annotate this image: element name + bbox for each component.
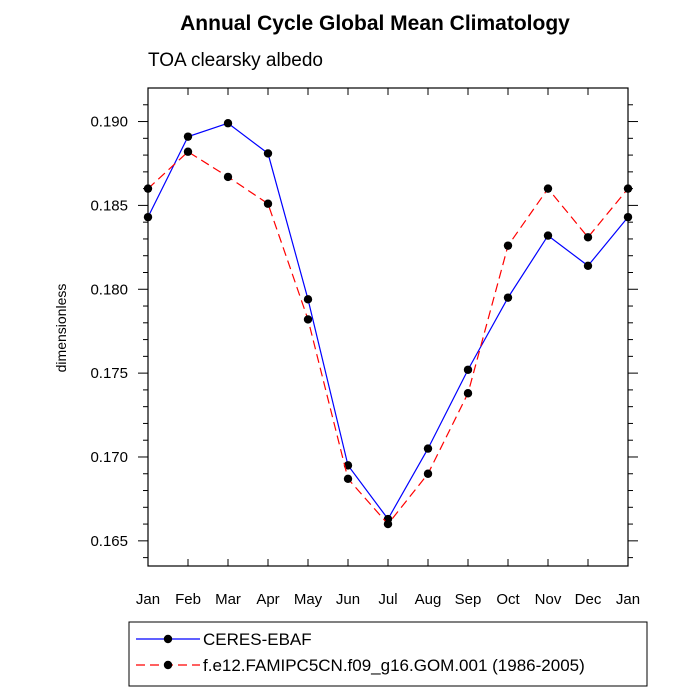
y-tick-label: 0.190 <box>90 114 128 131</box>
y-axis-label: dimensionless <box>53 284 69 373</box>
y-tick-label: 0.180 <box>90 281 128 298</box>
data-point <box>463 389 473 398</box>
chart-title: Annual Cycle Global Mean Climatology <box>180 12 570 35</box>
y-tick-label: 0.175 <box>90 365 128 382</box>
y-tick-label: 0.185 <box>90 197 128 214</box>
x-tick-label: Dec <box>575 591 602 608</box>
data-point <box>503 241 513 250</box>
data-point <box>383 519 393 529</box>
legend-label: f.e12.FAMIPC5CN.f09_g16.GOM.001 (1986-20… <box>203 656 585 675</box>
data-point <box>303 295 313 304</box>
data-point <box>423 444 433 453</box>
x-tick-label: May <box>294 591 323 608</box>
x-tick-label: Jun <box>336 591 360 608</box>
data-point <box>343 461 353 470</box>
x-tick-label: Feb <box>175 591 201 608</box>
data-point <box>583 233 593 242</box>
data-point <box>503 293 513 302</box>
chart-subtitle: TOA clearsky albedo <box>148 50 323 71</box>
series-line <box>147 122 629 521</box>
x-tick-label: Oct <box>496 591 520 608</box>
data-point <box>543 184 553 193</box>
data-point <box>463 365 473 374</box>
data-point <box>423 469 433 478</box>
x-tick-label: Jan <box>616 591 640 608</box>
data-point <box>583 261 593 270</box>
legend: CERES-EBAF f.e12.FAMIPC5CN.f09_g16.GOM.00… <box>136 630 585 675</box>
y-tick-label: 0.170 <box>90 449 128 466</box>
data-point <box>263 199 273 208</box>
x-tick-label: Mar <box>215 591 241 608</box>
legend-marker <box>163 634 173 644</box>
x-tick-label: Jul <box>378 591 397 608</box>
x-tick-label: Apr <box>256 591 279 608</box>
y-tick-label: 0.165 <box>90 533 128 550</box>
y-axis: 0.165 0.170 0.175 0.180 0.185 0.190 <box>90 104 638 559</box>
series-line <box>147 150 629 526</box>
legend-marker <box>163 660 173 670</box>
data-point <box>543 231 553 240</box>
data-point <box>223 119 233 128</box>
x-tick-label: Jan <box>136 591 160 608</box>
data-point <box>183 132 193 141</box>
data-point <box>343 474 353 483</box>
plot-frame <box>147 87 629 567</box>
x-tick-label: Aug <box>415 591 442 608</box>
x-tick-label: Sep <box>455 591 482 608</box>
x-tick-label: Nov <box>535 591 562 608</box>
legend-label: CERES-EBAF <box>203 630 312 649</box>
data-point <box>303 315 313 324</box>
legend-box <box>128 621 648 687</box>
x-axis: Jan Feb Mar Apr May Jun Jul Aug Sep Oct Nov Dec Jan <box>136 88 640 608</box>
data-point <box>263 149 273 158</box>
data-point <box>183 147 193 156</box>
series-layer <box>143 119 633 529</box>
data-point <box>223 172 233 182</box>
